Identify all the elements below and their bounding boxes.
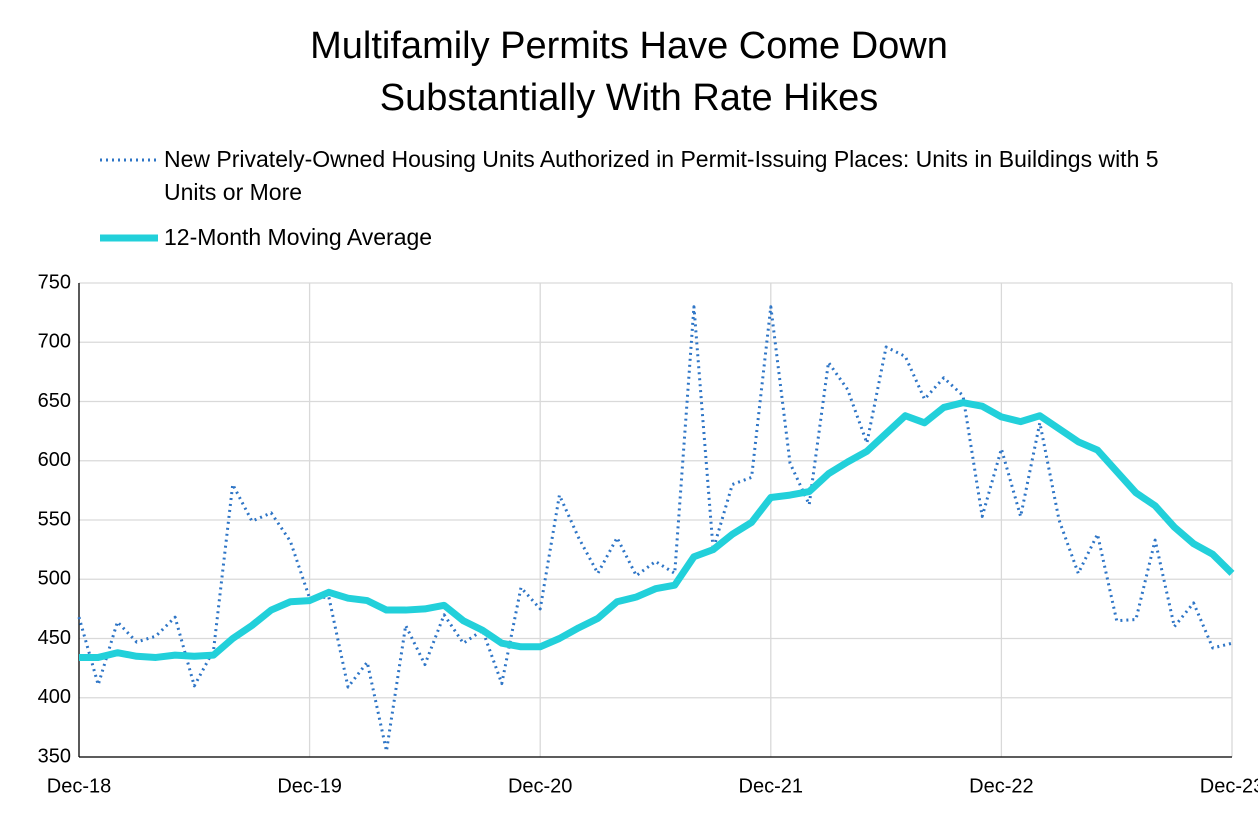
y-tick-label: 650 [38,390,71,412]
legend-label: 12-Month Moving Average [164,224,433,250]
y-tick-label: 550 [38,508,71,530]
x-tick-label: Dec-18 [47,775,111,797]
x-tick-label: Dec-20 [508,775,572,797]
y-tick-label: 450 [38,627,71,649]
x-tick-label: Dec-23 [1200,775,1258,797]
x-tick-label: Dec-22 [969,775,1033,797]
y-tick-label: 700 [38,331,71,353]
legend-label: New Privately-Owned Housing Units Author… [164,146,1159,205]
chart-title: Multifamily Permits Have Come Down Subst… [310,25,948,119]
y-tick-label: 500 [38,568,71,590]
y-tick-label: 600 [38,449,71,471]
y-tick-label: 400 [38,686,71,708]
series-line [79,399,1235,661]
x-tick-label: Dec-21 [739,775,803,797]
y-tick-label: 750 [38,271,71,293]
y-tick-label: 350 [38,745,71,767]
series-line [77,305,1233,753]
x-tick-label: Dec-19 [277,775,341,797]
